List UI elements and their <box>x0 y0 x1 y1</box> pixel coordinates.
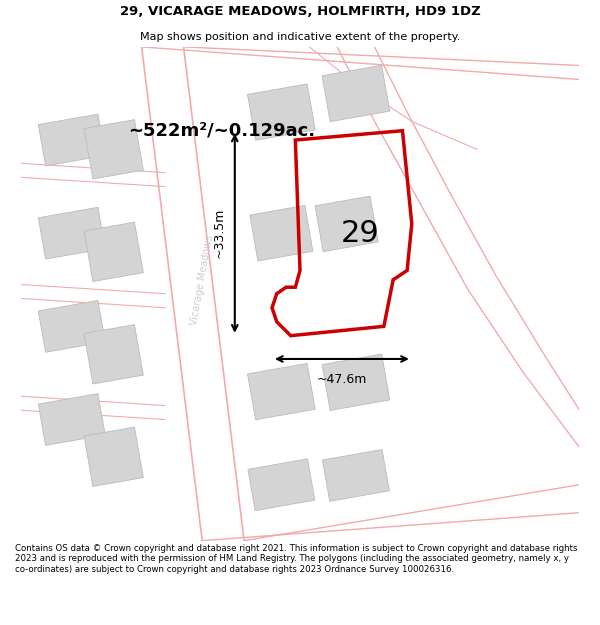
Polygon shape <box>84 324 143 384</box>
Polygon shape <box>38 301 105 352</box>
Polygon shape <box>322 65 390 122</box>
Polygon shape <box>84 427 143 486</box>
Polygon shape <box>248 363 315 420</box>
Polygon shape <box>84 119 143 179</box>
Text: ~522m²/~0.129ac.: ~522m²/~0.129ac. <box>128 121 315 139</box>
Polygon shape <box>322 354 390 411</box>
Polygon shape <box>322 449 389 501</box>
Polygon shape <box>315 196 378 252</box>
Polygon shape <box>84 222 143 281</box>
Text: ~47.6m: ~47.6m <box>317 373 367 386</box>
Polygon shape <box>250 206 313 261</box>
Text: Contains OS data © Crown copyright and database right 2021. This information is : Contains OS data © Crown copyright and d… <box>15 544 577 574</box>
Polygon shape <box>38 114 105 166</box>
Text: Map shows position and indicative extent of the property.: Map shows position and indicative extent… <box>140 31 460 41</box>
Text: ~33.5m: ~33.5m <box>212 208 226 258</box>
Polygon shape <box>38 394 105 446</box>
Text: 29, VICARAGE MEADOWS, HOLMFIRTH, HD9 1DZ: 29, VICARAGE MEADOWS, HOLMFIRTH, HD9 1DZ <box>119 5 481 18</box>
Text: 29: 29 <box>341 219 380 248</box>
Text: Vicarage Meadows: Vicarage Meadows <box>190 234 215 326</box>
Polygon shape <box>248 84 315 140</box>
Polygon shape <box>38 208 105 259</box>
Polygon shape <box>248 459 315 511</box>
